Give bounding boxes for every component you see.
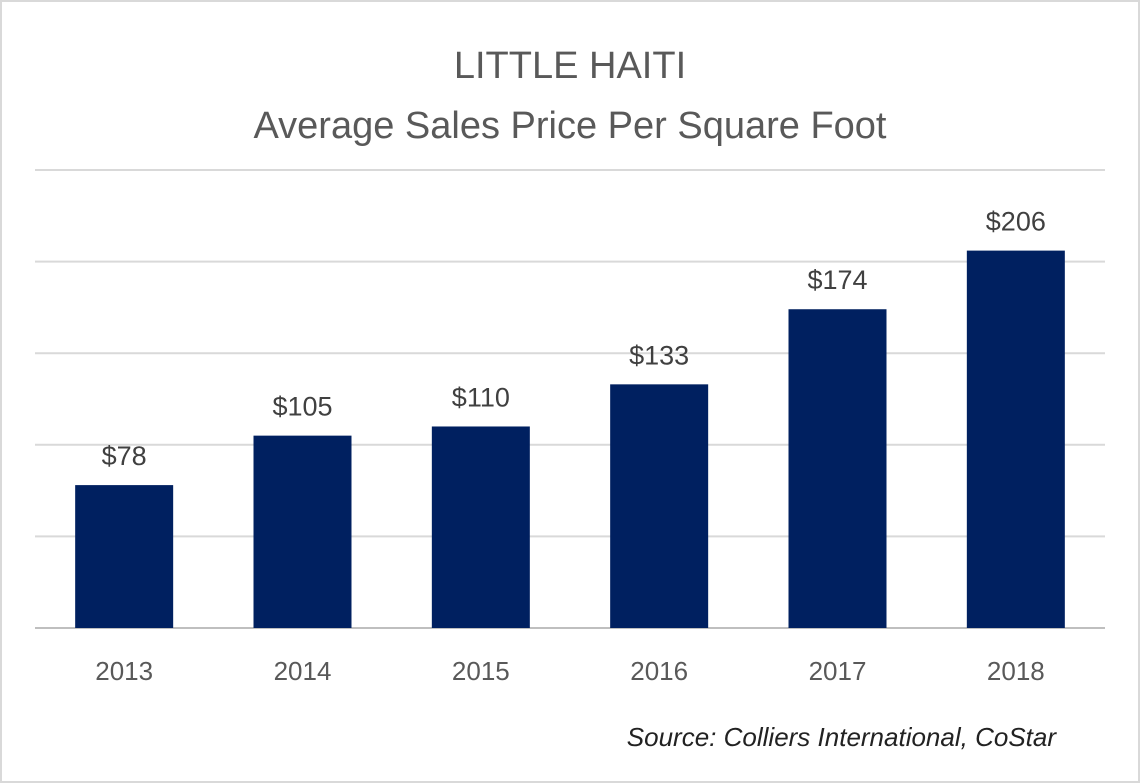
x-tick-label-2016: 2016 (630, 656, 688, 686)
bar-2015 (431, 426, 530, 628)
data-label-2017: $174 (807, 265, 867, 295)
bar-2014 (253, 435, 352, 628)
data-label-2014: $105 (272, 392, 332, 422)
x-tick-label-2014: 2014 (274, 656, 332, 686)
chart-subtitle: Average Sales Price Per Square Foot (253, 105, 887, 147)
bar-2017 (788, 309, 887, 628)
data-label-2015: $110 (452, 382, 510, 412)
bar-2016 (610, 384, 709, 628)
source-note: Source: Colliers International, CoStar (626, 722, 1056, 752)
chart-title: LITTLE HAITI (453, 45, 687, 87)
bar-2018 (966, 250, 1065, 628)
bar-2013 (75, 485, 174, 628)
x-tick-label-2015: 2015 (452, 656, 510, 686)
x-tick-label-2017: 2017 (809, 656, 867, 686)
data-label-2018: $206 (986, 207, 1046, 237)
x-tick-label-2018: 2018 (987, 656, 1045, 686)
x-tick-label-2013: 2013 (95, 656, 153, 686)
data-label-2013: $78 (102, 441, 147, 471)
data-label-2016: $133 (629, 340, 689, 370)
